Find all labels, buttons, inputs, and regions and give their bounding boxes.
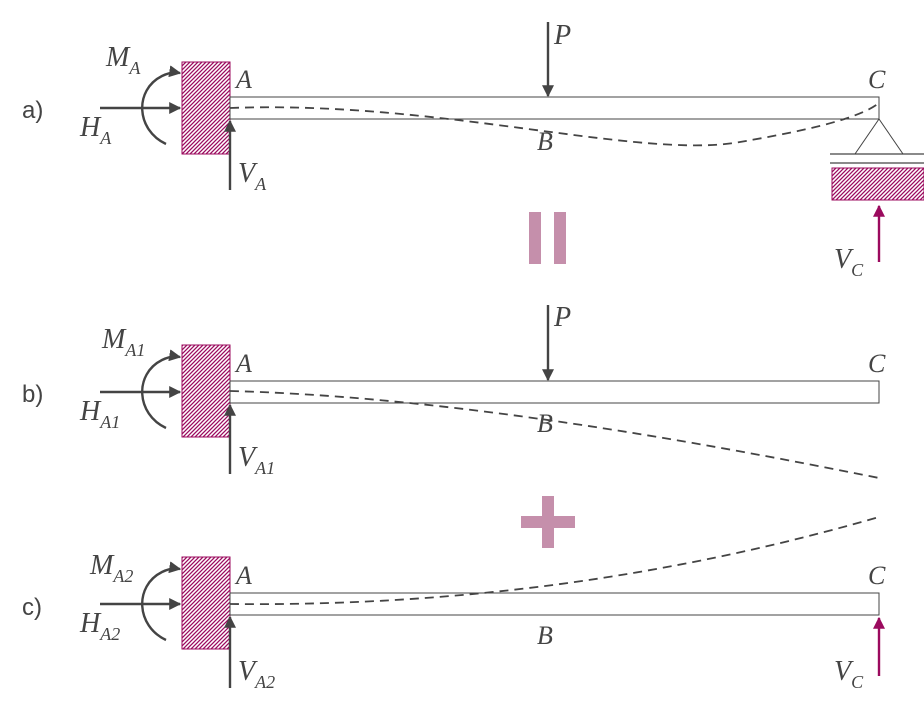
deflection-curve-c	[229, 516, 880, 606]
plus-sign-icon	[521, 496, 575, 548]
point-a-label: A	[234, 561, 252, 590]
fixed-wall-support	[181, 344, 231, 438]
case-b-tag: b)	[22, 381, 43, 408]
deflection-curve-b	[229, 390, 880, 479]
fixed-wall-support	[181, 556, 231, 650]
point-b-label: B	[537, 127, 553, 156]
vertical-reaction-label: VA2	[238, 656, 275, 692]
point-c-label: C	[868, 561, 886, 590]
case-c-tag: c)	[22, 594, 42, 621]
horizontal-reaction-label: HA2	[79, 608, 120, 644]
beam-b	[229, 380, 880, 404]
case-a-tag: a)	[22, 97, 43, 124]
vertical-reaction-label: VA1	[238, 442, 275, 478]
load-label: P	[553, 302, 571, 333]
fixed-wall-support	[181, 61, 231, 155]
point-a-label: A	[234, 349, 252, 378]
vertical-reaction-label: VA	[238, 158, 267, 194]
point-c-label: C	[868, 65, 886, 94]
horizontal-reaction-label: HA1	[79, 396, 120, 432]
horizontal-reaction-label: HA	[79, 112, 112, 148]
load-label: P	[553, 20, 571, 51]
moment-arrow	[141, 65, 182, 146]
point-b-label: B	[537, 621, 553, 650]
end-force-label: VC	[834, 656, 864, 692]
moment-label: MA2	[89, 550, 133, 586]
equals-sign-icon	[529, 212, 566, 264]
point-b-label: B	[537, 409, 553, 438]
case-a: a) P A B C MA HA VA VC	[22, 20, 924, 280]
point-a-label: A	[234, 65, 252, 94]
moment-arrow	[141, 349, 182, 430]
moment-arrow	[141, 561, 182, 642]
case-c: c) A B C MA2 HA2 VA2 VC	[22, 516, 886, 692]
pin-support-c	[830, 118, 924, 201]
case-b: b) P A B C MA1 HA1 VA1	[22, 302, 886, 479]
moment-label: MA	[105, 42, 141, 78]
support-reaction-label: VC	[834, 244, 864, 280]
beam-c	[229, 592, 880, 616]
deflection-curve-a	[229, 102, 880, 147]
moment-label: MA1	[101, 324, 145, 360]
point-c-label: C	[868, 349, 886, 378]
